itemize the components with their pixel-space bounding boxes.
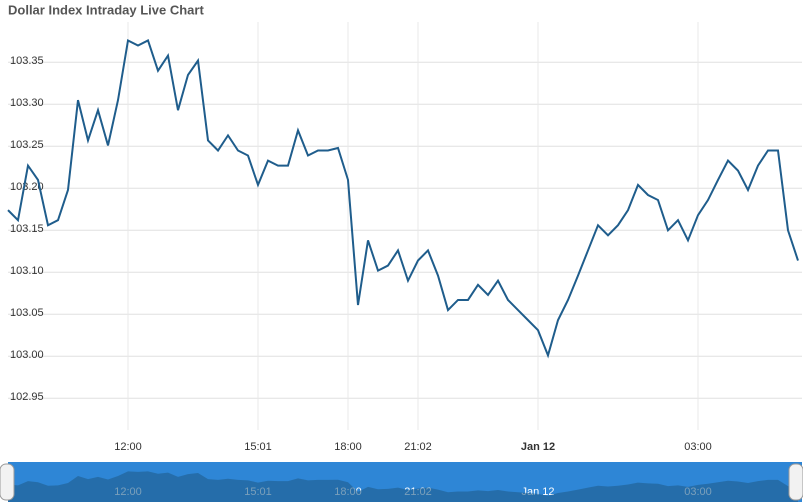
y-tick-label: 103.05 (10, 307, 44, 319)
x-tick-label: 12:00 (114, 441, 142, 453)
y-tick-label: 103.15 (10, 223, 44, 235)
y-tick-label: 103.10 (10, 265, 44, 277)
x-tick-label: 18:00 (334, 441, 362, 453)
navigator-area (8, 471, 798, 502)
x-tick-label: 21:02 (404, 441, 432, 453)
navigator-handle[interactable] (788, 463, 803, 501)
y-tick-label: 103.25 (10, 139, 44, 151)
y-tick-label: 102.95 (10, 391, 44, 403)
x-tick-label: 15:01 (244, 441, 272, 453)
y-tick-label: 103.30 (10, 97, 44, 109)
y-tick-label: 103.00 (10, 349, 44, 361)
x-tick-label: Jan 12 (521, 441, 555, 453)
y-tick-label: 103.35 (10, 55, 44, 67)
chart-title: Dollar Index Intraday Live Chart (8, 2, 204, 17)
line (7, 38, 799, 359)
x-tick-label: 03:00 (684, 441, 712, 453)
y-tick-label: 103.20 (10, 181, 44, 193)
navigator-handle[interactable] (0, 463, 15, 501)
